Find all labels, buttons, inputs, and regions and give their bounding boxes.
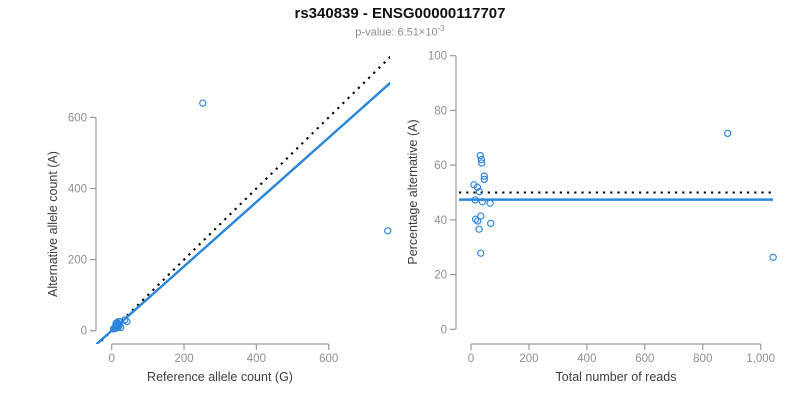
- data-point: [473, 183, 482, 191]
- plot-percentage-alternative-plot: 0 20 40 60 80 100 0 200 400 600 800 1,000 Total numb…: [406, 51, 777, 384]
- identity-line: [96, 55, 390, 344]
- data-point: [384, 227, 392, 235]
- x-tick-label: 400: [577, 353, 596, 365]
- data-point: [117, 323, 125, 332]
- y-tick-label: 20: [434, 270, 447, 282]
- data-point: [114, 323, 122, 331]
- data-point: [477, 249, 485, 257]
- p-value-base: 6.51×10: [397, 26, 438, 39]
- data-point: [478, 198, 486, 206]
- figure-title: rs340839 - ENSG00000117707: [294, 5, 506, 22]
- data-point: [769, 253, 777, 261]
- data-point: [474, 217, 482, 225]
- p-value-prefix: p-value:: [355, 26, 398, 39]
- x-tick-label: 200: [519, 353, 538, 365]
- y-tick-label: 200: [68, 255, 87, 267]
- y-axis-title: Alternative allele count (A): [46, 151, 60, 297]
- y-tick-label: 100: [428, 51, 447, 63]
- data-point: [476, 151, 484, 160]
- data-point: [199, 99, 207, 107]
- x-tick-label: 1,000: [746, 353, 775, 365]
- data-point: [724, 129, 732, 138]
- data-point: [478, 159, 486, 167]
- figure-subtitle: p-value: 6.51×10-3: [0, 24, 800, 39]
- p-value-exponent: -3: [437, 24, 445, 33]
- y-tick-label: 0: [441, 324, 447, 336]
- data-point: [487, 219, 495, 228]
- x-tick-label: 800: [693, 353, 712, 365]
- fit-line: [96, 81, 390, 344]
- data-point: [471, 215, 480, 223]
- x-tick-label: 400: [247, 353, 266, 365]
- data-point: [475, 188, 484, 196]
- data-point: [486, 199, 494, 207]
- y-tick-label: 40: [434, 215, 447, 227]
- x-tick-label: 600: [635, 353, 654, 365]
- data-point: [471, 196, 479, 204]
- y-axis-title: Percentage alternative (A): [406, 119, 420, 264]
- x-tick-label: 200: [174, 353, 193, 365]
- y-tick-label: 600: [68, 112, 87, 124]
- data-point: [123, 317, 131, 326]
- y-tick-label: 0: [81, 326, 87, 338]
- data-point: [477, 156, 486, 164]
- x-axis-title: Total number of reads: [556, 370, 677, 384]
- y-tick-label: 60: [434, 160, 447, 172]
- data-point: [475, 225, 483, 233]
- data-point: [480, 172, 488, 180]
- plot-allele-counts-plot: 0 200 400 600 0 200 400 600 Reference allele cou…: [46, 55, 392, 384]
- y-tick-label: 400: [68, 184, 87, 196]
- x-axis-title: Reference allele count (G): [147, 370, 293, 384]
- x-tick-label: 0: [108, 353, 114, 365]
- x-tick-label: 600: [319, 353, 338, 365]
- data-point: [480, 175, 488, 184]
- y-tick-label: 80: [434, 105, 447, 117]
- x-tick-label: 0: [468, 353, 474, 365]
